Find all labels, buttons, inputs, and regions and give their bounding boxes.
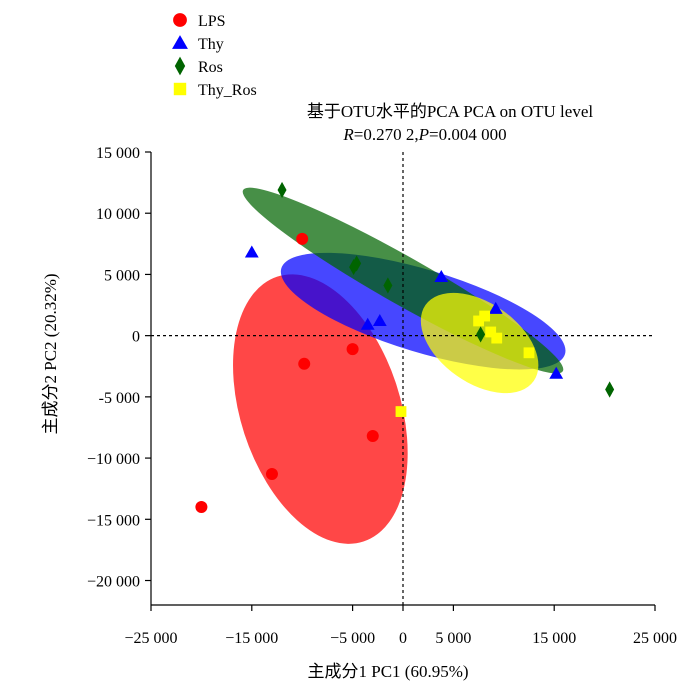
point-thy-ros (473, 315, 484, 327)
x-tick-label: 15 000 (532, 630, 576, 647)
point-ros (605, 381, 615, 398)
confidence-ellipses (233, 187, 566, 544)
y-tick-label: −15 000 (87, 512, 140, 529)
x-tick-label: 25 000 (633, 630, 677, 647)
y-tick-label: −20 000 (87, 574, 140, 591)
point-lps (366, 430, 379, 443)
legend-marker-thy (172, 35, 188, 49)
legend-marker-thy-ros (173, 82, 187, 96)
x-tick-label: 0 (399, 630, 407, 647)
legend: LPS Thy Ros Thy_Ros (172, 13, 257, 99)
y-tick-label: −10 000 (87, 451, 140, 468)
point-thy-ros (485, 326, 497, 338)
point-lps (195, 501, 208, 514)
point-thy-ros (479, 310, 491, 322)
data-points (195, 181, 615, 514)
point-thy (360, 317, 375, 330)
x-tick-label: 5 000 (435, 630, 471, 647)
point-ros (383, 277, 393, 294)
subtitle-p-value: =0.004 000 (429, 125, 507, 144)
y-tick-label: -5 000 (99, 390, 140, 407)
point-thy (372, 314, 387, 327)
point-lps (298, 357, 311, 370)
x-tick-label: −5 000 (330, 630, 375, 647)
x-tick-label: −15 000 (225, 630, 278, 647)
y-tick-label: 15 000 (96, 145, 140, 162)
y-tick-label: 5 000 (104, 267, 140, 284)
subtitle-p-label: P (418, 125, 429, 144)
legend-label-ros: Ros (198, 59, 223, 76)
legend-label-thy: Thy (198, 36, 224, 53)
point-ros (476, 326, 486, 343)
point-thy (488, 301, 503, 314)
ellipse-thy-ros (420, 292, 539, 394)
y-tick-label: 10 000 (96, 206, 140, 223)
subtitle-r-value: =0.270 2, (354, 125, 419, 144)
legend-marker-lps (173, 13, 187, 27)
point-lps (346, 343, 359, 356)
axes: −25 000 −15 000 −5 000 0 5 000 15 000 25 000 15… (87, 145, 677, 647)
x-tick-label: −25 000 (124, 630, 177, 647)
subtitle-r-label: R (342, 125, 354, 144)
legend-marker-ros (174, 56, 186, 76)
point-thy-ros (395, 406, 407, 417)
legend-label-lps: LPS (198, 13, 226, 30)
point-thy-ros (491, 332, 503, 344)
point-lps (296, 232, 309, 245)
point-ros (277, 181, 287, 199)
point-thy (434, 269, 449, 282)
point-lps (265, 467, 278, 480)
x-axis-title: 主成分1 PC1 (60.95%) (307, 662, 468, 681)
chart-title: 基于OTU水平的PCA PCA on OTU level (307, 102, 593, 121)
point-thy-ros (523, 347, 535, 359)
y-axis-title: 主成分2 PC2 (20.32%) (41, 273, 60, 434)
point-thy (244, 245, 259, 258)
reference-lines (151, 152, 655, 605)
chart-subtitle: R=0.270 2,P=0.004 000 (342, 125, 506, 144)
point-ros (352, 255, 362, 272)
point-thy (549, 366, 564, 379)
y-tick-label: 0 (132, 329, 140, 346)
legend-label-thy-ros: Thy_Ros (198, 82, 257, 99)
